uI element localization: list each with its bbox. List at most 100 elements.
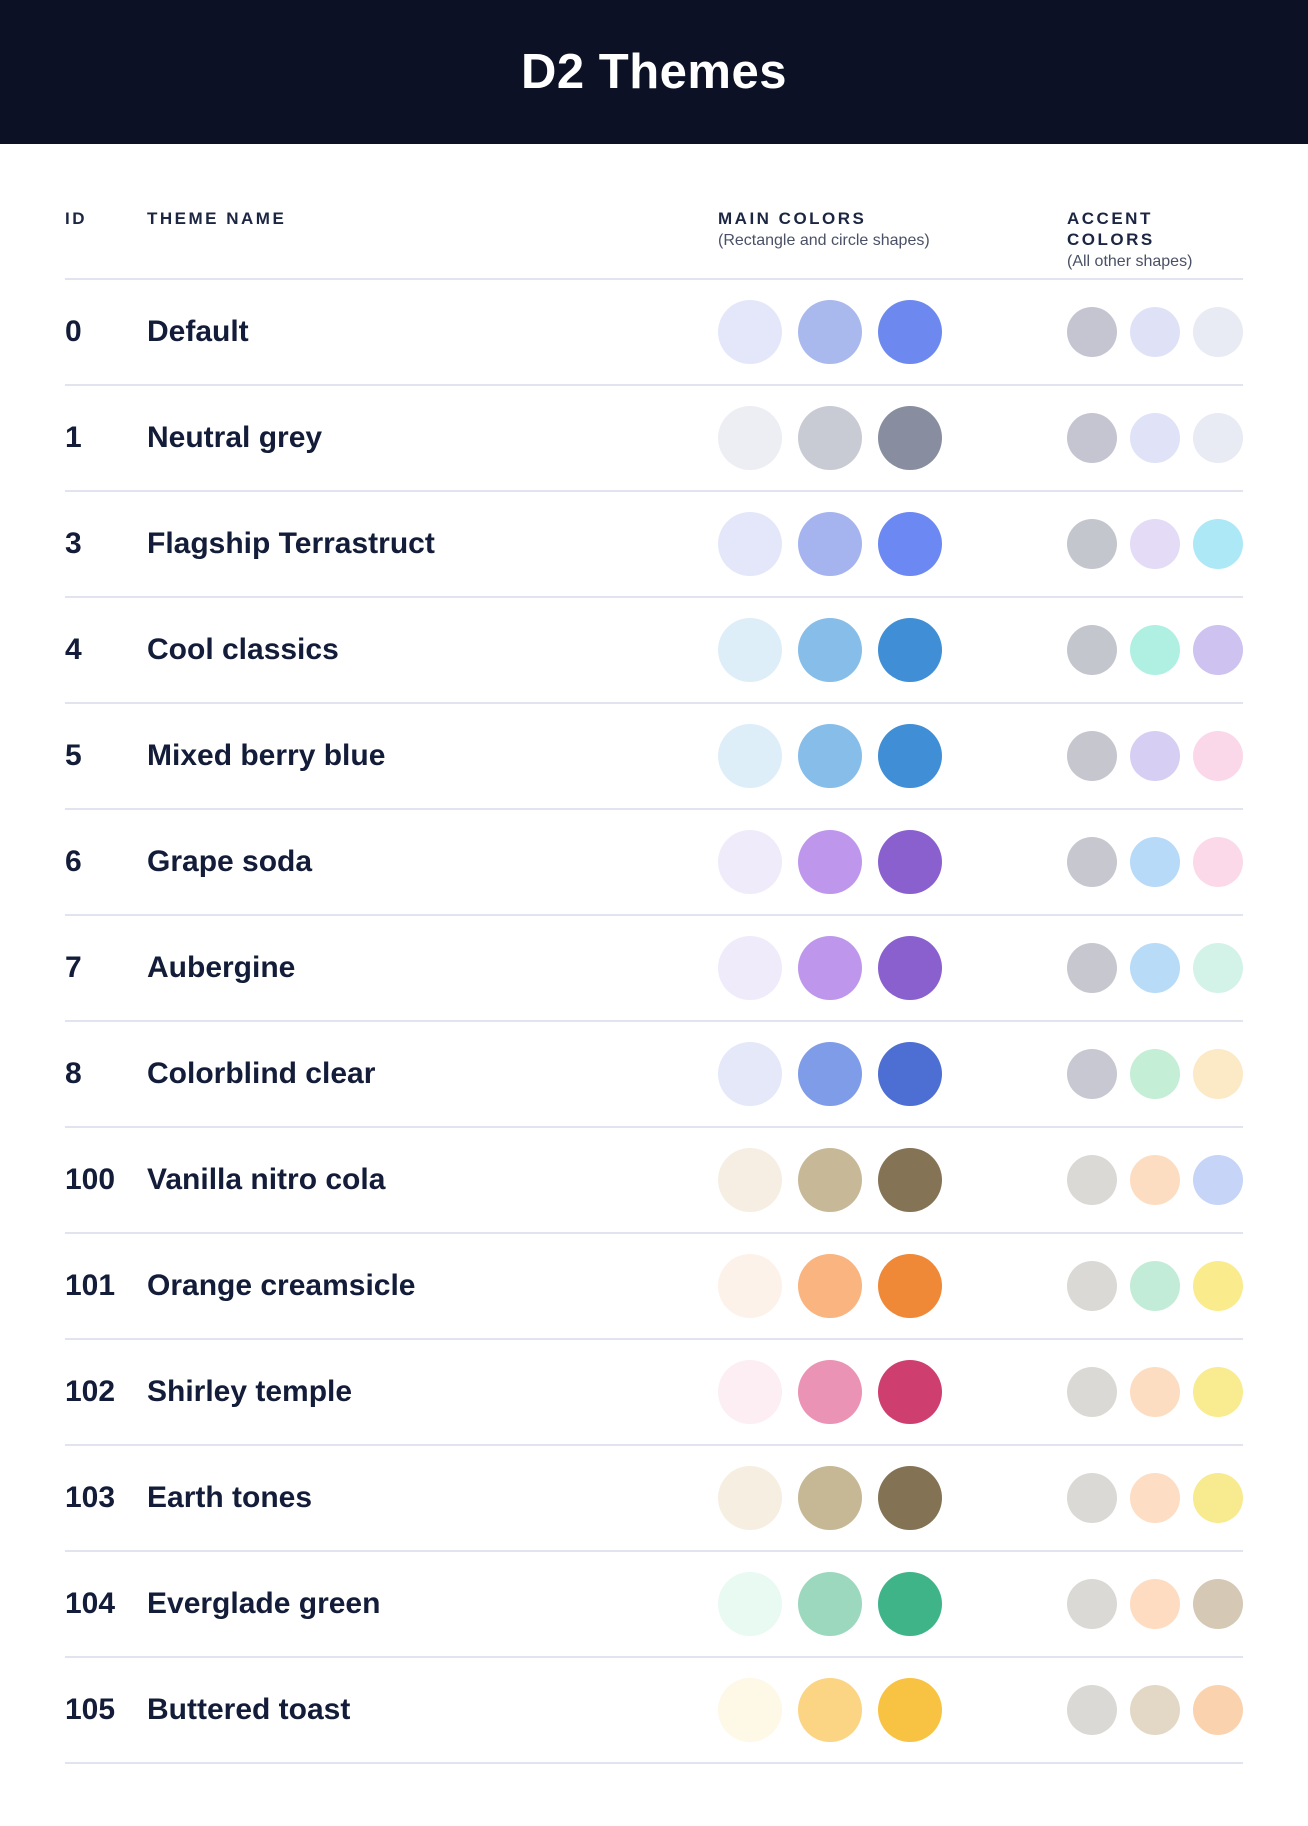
theme-id: 104 (65, 1587, 116, 1620)
accent-color-swatch (1193, 1367, 1243, 1417)
accent-color-swatch (1130, 731, 1180, 781)
main-color-swatch (718, 1042, 782, 1106)
accent-color-swatch (1193, 731, 1243, 781)
accent-colors-swatches (1067, 1049, 1243, 1099)
accent-color-swatch (1067, 1473, 1117, 1523)
accent-color-swatch (1067, 943, 1117, 993)
main-color-swatch (718, 1148, 782, 1212)
accent-color-swatch (1130, 1049, 1180, 1099)
main-colors-label: MAIN COLORS (718, 209, 867, 228)
main-colors-swatches (718, 1360, 1067, 1424)
main-colors-swatches (718, 406, 1067, 470)
accent-color-swatch (1130, 307, 1180, 357)
theme-id: 102 (65, 1375, 116, 1408)
accent-color-swatch (1130, 519, 1180, 569)
accent-colors-swatches (1067, 837, 1243, 887)
accent-colors-swatches (1067, 943, 1243, 993)
main-colors-swatches (718, 830, 1067, 894)
main-colors-swatches (718, 1148, 1067, 1212)
accent-color-swatch (1193, 1579, 1243, 1629)
accent-colors-swatches (1067, 1367, 1243, 1417)
main-color-swatch (878, 618, 942, 682)
main-color-swatch (798, 936, 862, 1000)
theme-name: Mixed berry blue (147, 739, 386, 772)
accent-colors-swatches (1067, 731, 1243, 781)
accent-colors-label: ACCENT COLORS (1067, 209, 1155, 249)
table-row: 5 Mixed berry blue (65, 704, 1243, 810)
table-row: 1 Neutral grey (65, 386, 1243, 492)
table-row: 105 Buttered toast (65, 1658, 1243, 1764)
accent-colors-swatches (1067, 1579, 1243, 1629)
accent-color-swatch (1130, 1473, 1180, 1523)
main-colors-swatches (718, 1678, 1067, 1742)
accent-colors-swatches (1067, 413, 1243, 463)
table-row: 102 Shirley temple (65, 1340, 1243, 1446)
main-color-swatch (718, 1466, 782, 1530)
table-row: 6 Grape soda (65, 810, 1243, 916)
main-color-swatch (798, 1148, 862, 1212)
accent-colors-swatches (1067, 1261, 1243, 1311)
main-color-swatch (878, 936, 942, 1000)
main-color-swatch (798, 724, 862, 788)
column-header-main-colors: MAIN COLORS (Rectangle and circle shapes… (718, 208, 1067, 251)
accent-color-swatch (1067, 1261, 1117, 1311)
accent-colors-swatches (1067, 1155, 1243, 1205)
theme-id: 4 (65, 633, 82, 666)
main-colors-sublabel: (Rectangle and circle shapes) (718, 232, 930, 249)
main-color-swatch (878, 406, 942, 470)
main-color-swatch (718, 1360, 782, 1424)
theme-name: Neutral grey (147, 421, 323, 454)
accent-color-swatch (1193, 1155, 1243, 1205)
accent-colors-swatches (1067, 1473, 1243, 1523)
table-row: 8 Colorblind clear (65, 1022, 1243, 1128)
accent-color-swatch (1130, 413, 1180, 463)
table-row: 100 Vanilla nitro cola (65, 1128, 1243, 1234)
accent-colors-swatches (1067, 1685, 1243, 1735)
main-color-swatch (798, 618, 862, 682)
theme-name: Cool classics (147, 633, 339, 666)
accent-color-swatch (1130, 1261, 1180, 1311)
accent-color-swatch (1067, 837, 1117, 887)
accent-color-swatch (1193, 1473, 1243, 1523)
main-color-swatch (878, 830, 942, 894)
main-color-swatch (878, 1148, 942, 1212)
main-colors-swatches (718, 512, 1067, 576)
theme-id: 7 (65, 951, 82, 984)
main-color-swatch (878, 512, 942, 576)
accent-color-swatch (1193, 1685, 1243, 1735)
theme-name: Flagship Terrastruct (147, 527, 435, 560)
theme-name: Everglade green (147, 1587, 381, 1620)
main-color-swatch (878, 1254, 942, 1318)
theme-id: 6 (65, 845, 82, 878)
main-color-swatch (878, 1572, 942, 1636)
main-color-swatch (718, 618, 782, 682)
accent-color-swatch (1067, 625, 1117, 675)
theme-name: Orange creamsicle (147, 1269, 416, 1302)
accent-color-swatch (1193, 1049, 1243, 1099)
accent-color-swatch (1130, 837, 1180, 887)
accent-color-swatch (1067, 1579, 1117, 1629)
accent-color-swatch (1193, 625, 1243, 675)
main-color-swatch (718, 1572, 782, 1636)
main-color-swatch (718, 512, 782, 576)
accent-color-swatch (1067, 1685, 1117, 1735)
accent-color-swatch (1130, 1685, 1180, 1735)
accent-colors-swatches (1067, 625, 1243, 675)
accent-color-swatch (1193, 1261, 1243, 1311)
accent-color-swatch (1193, 519, 1243, 569)
table-row: 3 Flagship Terrastruct (65, 492, 1243, 598)
accent-color-swatch (1193, 413, 1243, 463)
accent-color-swatch (1067, 1367, 1117, 1417)
table-row: 101 Orange creamsicle (65, 1234, 1243, 1340)
main-color-swatch (798, 1360, 862, 1424)
column-header-theme-name: THEME NAME (147, 209, 287, 228)
accent-color-swatch (1067, 519, 1117, 569)
main-color-swatch (798, 406, 862, 470)
theme-name: Vanilla nitro cola (147, 1163, 386, 1196)
main-color-swatch (798, 1678, 862, 1742)
main-color-swatch (878, 1360, 942, 1424)
main-colors-swatches (718, 1572, 1067, 1636)
accent-color-swatch (1130, 625, 1180, 675)
theme-name: Aubergine (147, 951, 296, 984)
theme-id: 1 (65, 421, 82, 454)
